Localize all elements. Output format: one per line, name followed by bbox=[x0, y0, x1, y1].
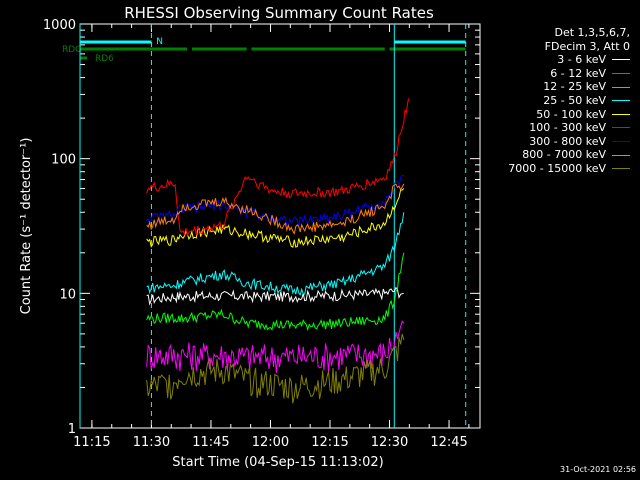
legend-label: 300 - 800 keV bbox=[529, 134, 606, 148]
legend-swatch bbox=[612, 59, 630, 61]
axis-ticks: 11:15 11:30 11:45 12:00 12:15 12:30 12:45 1 10 10… bbox=[43, 18, 480, 450]
legend-label: 7000 - 15000 keV bbox=[508, 161, 606, 175]
x-tick-label: 12:30 bbox=[371, 435, 408, 450]
status-flags: N RDC RD6 bbox=[62, 37, 466, 64]
series-line-2 bbox=[146, 252, 405, 332]
legend-item: 100 - 300 keV bbox=[508, 121, 630, 135]
legend-label: 3 - 6 keV bbox=[557, 53, 606, 67]
series-line-8 bbox=[146, 333, 405, 404]
legend-header-1: Det 1,3,5,6,7, bbox=[554, 26, 630, 39]
y-tick-label: 100 bbox=[51, 153, 76, 168]
flag-label-rdc: RDC bbox=[62, 45, 81, 55]
legend-item: 6 - 12 keV bbox=[508, 67, 630, 81]
x-tick-label: 12:45 bbox=[430, 435, 467, 450]
series-group bbox=[146, 98, 410, 404]
legend-item: 800 - 7000 keV bbox=[508, 148, 630, 162]
legend-label: 25 - 50 keV bbox=[543, 93, 606, 107]
series-line-7 bbox=[146, 183, 405, 235]
legend-item: 300 - 800 keV bbox=[508, 135, 630, 149]
legend-swatch bbox=[612, 100, 630, 102]
legend-label: 800 - 7000 keV bbox=[522, 148, 606, 162]
legend-label: 100 - 300 keV bbox=[529, 121, 606, 135]
legend-item: 12 - 25 keV bbox=[508, 80, 630, 94]
legend-label: 6 - 12 keV bbox=[550, 66, 606, 80]
vertical-markers bbox=[79, 24, 467, 428]
series-line-6 bbox=[146, 174, 404, 227]
x-tick-label: 11:45 bbox=[192, 435, 229, 450]
legend-swatch bbox=[612, 168, 630, 170]
legend: Det 1,3,5,6,7, FDecim 3, Att 0 3 - 6 keV… bbox=[508, 26, 630, 176]
x-tick-label: 12:00 bbox=[252, 435, 289, 450]
legend-item: 50 - 100 keV bbox=[508, 108, 630, 122]
timestamp: 31-Oct-2021 02:56 bbox=[560, 465, 636, 474]
x-axis-label: Start Time (04-Sep-15 11:13:02) bbox=[172, 455, 383, 470]
series-line-3 bbox=[146, 212, 405, 296]
series-line-4 bbox=[146, 188, 405, 248]
y-tick-label: 1 bbox=[68, 422, 76, 437]
series-line-1 bbox=[146, 320, 405, 373]
series-line-5 bbox=[146, 98, 410, 237]
flag-label-n: N bbox=[156, 37, 163, 47]
legend-item: 7000 - 15000 keV bbox=[508, 162, 630, 176]
series-line-0 bbox=[146, 286, 404, 306]
legend-rows: 3 - 6 keV 6 - 12 keV 12 - 25 keV 25 - 50 ke… bbox=[508, 53, 630, 175]
x-tick-label: 12:15 bbox=[311, 435, 348, 450]
legend-swatch bbox=[612, 113, 630, 115]
chart-title: RHESSI Observing Summary Count Rates bbox=[124, 4, 434, 22]
legend-label: 12 - 25 keV bbox=[543, 80, 606, 94]
y-axis-label: Count Rate (s⁻¹ detector⁻¹) bbox=[19, 138, 34, 315]
y-tick-label: 1000 bbox=[43, 18, 76, 33]
flag-label-rd6: RD6 bbox=[95, 54, 114, 64]
y-tick-label: 10 bbox=[59, 287, 76, 302]
legend-swatch bbox=[612, 141, 630, 143]
x-tick-label: 11:15 bbox=[73, 435, 110, 450]
legend-label: 50 - 100 keV bbox=[536, 107, 606, 121]
legend-swatch bbox=[612, 86, 630, 88]
legend-swatch bbox=[612, 127, 630, 129]
legend-swatch bbox=[612, 73, 630, 75]
legend-header-2: FDecim 3, Att 0 bbox=[544, 39, 630, 53]
x-tick-label: 11:30 bbox=[133, 435, 170, 450]
legend-item: 25 - 50 keV bbox=[508, 94, 630, 108]
legend-item: 3 - 6 keV bbox=[508, 53, 630, 67]
legend-swatch bbox=[612, 154, 630, 156]
